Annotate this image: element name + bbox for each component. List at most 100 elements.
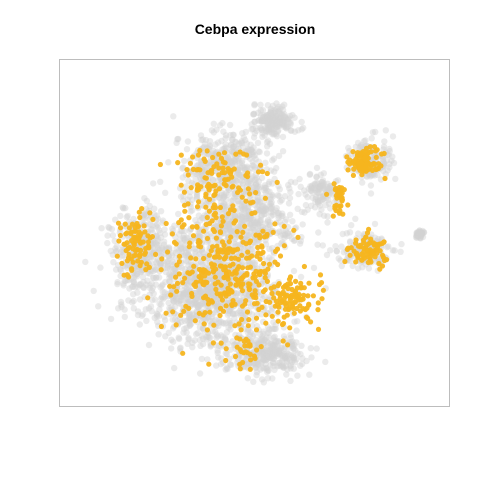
- background-point: [169, 266, 176, 273]
- background-point: [226, 222, 233, 229]
- background-point: [286, 185, 293, 192]
- background-point: [178, 294, 186, 301]
- background-point: [215, 354, 222, 361]
- expressing-point: [291, 227, 297, 233]
- background-point: [132, 272, 139, 279]
- background-point: [253, 371, 260, 379]
- background-point: [250, 378, 257, 385]
- background-point: [294, 205, 301, 212]
- background-point: [218, 198, 225, 206]
- background-point: [273, 122, 280, 129]
- background-point: [248, 175, 256, 182]
- background-point: [261, 118, 268, 125]
- background-point: [283, 352, 291, 360]
- expressing-point: [235, 189, 241, 196]
- background-point: [312, 193, 320, 201]
- background-point: [276, 192, 283, 200]
- background-point: [240, 181, 247, 189]
- expressing-point: [280, 320, 287, 327]
- background-point: [238, 138, 245, 145]
- expressing-point: [324, 191, 330, 197]
- expressing-point: [275, 282, 281, 289]
- background-point: [266, 126, 273, 133]
- background-point: [264, 118, 272, 126]
- plot-panel-border: [59, 59, 450, 407]
- background-point: [162, 244, 170, 251]
- background-point: [197, 342, 204, 350]
- background-point: [267, 108, 274, 116]
- background-point: [253, 368, 261, 376]
- background-point: [263, 365, 271, 372]
- background-point: [181, 265, 188, 273]
- background-point: [118, 301, 125, 308]
- background-point: [223, 196, 230, 203]
- expressing-point: [230, 261, 236, 267]
- background-point: [234, 224, 242, 231]
- background-point: [147, 221, 154, 228]
- background-point: [244, 375, 251, 382]
- background-point: [267, 209, 275, 216]
- expressing-point: [137, 253, 143, 260]
- background-point: [233, 290, 240, 297]
- background-point: [227, 322, 234, 329]
- background-point: [274, 338, 281, 345]
- background-point: [251, 360, 258, 367]
- background-point: [146, 270, 153, 277]
- background-point: [263, 206, 270, 213]
- background-point: [220, 200, 227, 207]
- background-point: [82, 258, 89, 266]
- background-point: [280, 363, 287, 371]
- background-point: [386, 164, 393, 171]
- expressing-point: [208, 183, 214, 189]
- background-point: [122, 204, 129, 212]
- background-point: [327, 184, 335, 191]
- background-point: [216, 269, 223, 276]
- background-point: [287, 189, 294, 196]
- background-point: [228, 158, 235, 165]
- background-point: [200, 325, 207, 332]
- background-point: [184, 340, 191, 347]
- background-point: [303, 357, 310, 365]
- background-point: [277, 110, 285, 118]
- background-point: [129, 299, 136, 306]
- background-point: [326, 183, 334, 190]
- background-point: [237, 312, 244, 319]
- background-point: [223, 145, 230, 152]
- background-point: [247, 141, 254, 148]
- expressing-points-layer: [114, 144, 390, 372]
- background-point: [413, 230, 421, 238]
- expressing-point: [194, 224, 200, 230]
- background-point: [183, 281, 191, 288]
- background-point: [256, 207, 263, 214]
- background-point: [227, 141, 234, 148]
- background-point: [283, 125, 290, 132]
- background-point: [261, 117, 269, 125]
- expressing-point: [320, 287, 326, 293]
- expressing-point: [174, 288, 180, 294]
- background-point: [264, 124, 272, 131]
- expressing-point: [218, 282, 224, 288]
- background-point: [181, 244, 188, 252]
- expressing-point: [215, 248, 221, 254]
- background-point: [251, 176, 258, 184]
- background-point: [161, 231, 169, 238]
- background-point: [281, 345, 288, 352]
- expressing-point: [186, 305, 192, 311]
- expressing-point: [211, 192, 217, 198]
- background-point: [417, 229, 424, 236]
- background-point: [352, 143, 359, 151]
- background-point: [294, 318, 301, 325]
- expressing-point: [228, 255, 234, 261]
- background-point: [282, 354, 290, 362]
- background-point: [164, 261, 171, 268]
- background-point: [279, 351, 286, 358]
- background-point: [244, 205, 251, 212]
- background-point: [184, 317, 191, 324]
- background-point: [222, 132, 230, 139]
- background-point: [281, 234, 288, 241]
- background-point: [265, 122, 273, 129]
- expressing-point: [350, 149, 356, 155]
- background-point: [120, 205, 127, 212]
- background-point: [337, 257, 344, 264]
- expressing-point: [223, 357, 229, 364]
